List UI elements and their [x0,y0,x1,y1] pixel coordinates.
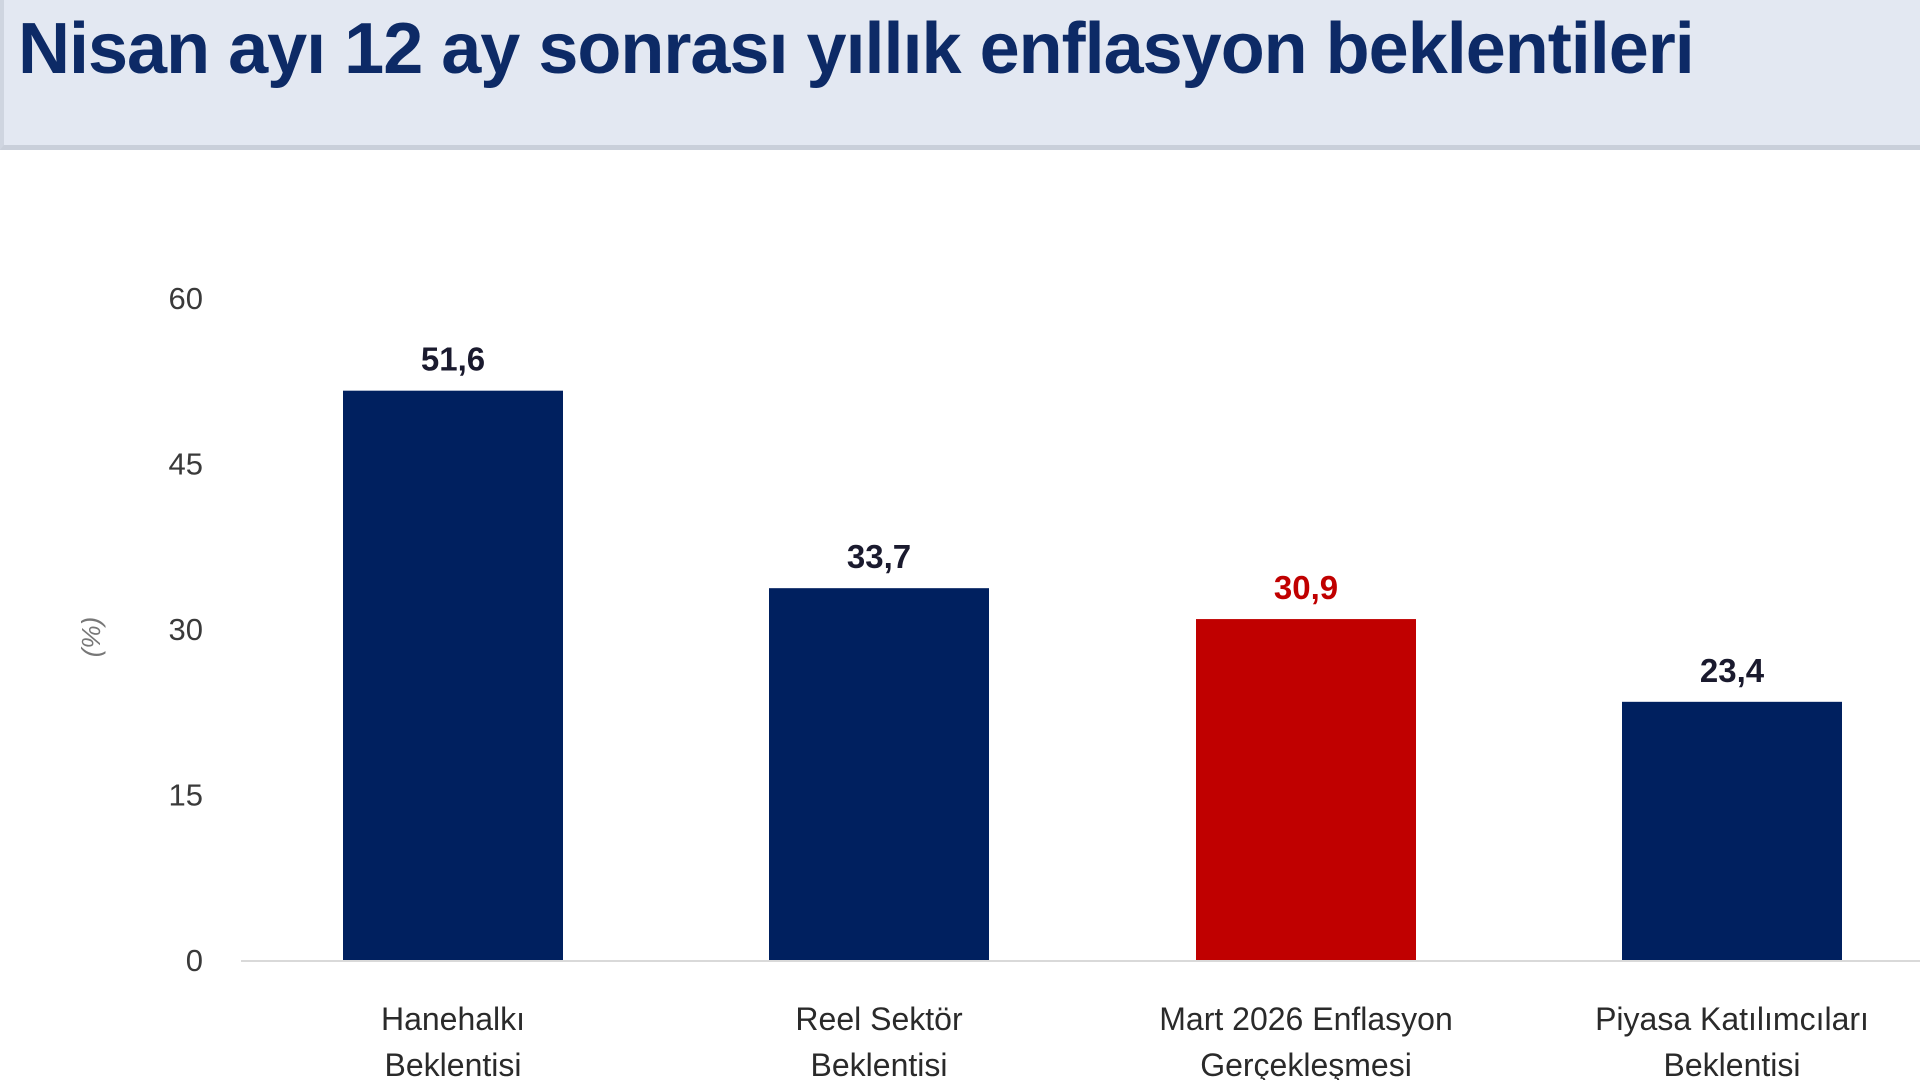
y-axis-label: (%) [76,617,106,657]
x-tick-label: Piyasa Katılımcıları [1595,1001,1869,1037]
data-label: 51,6 [421,341,485,378]
title-bar: Nisan ayı 12 ay sonrası yıllık enflasyon… [0,0,1920,150]
x-tick-label: Hanehalkı [381,1001,525,1037]
bar [1196,619,1416,960]
y-tick-label: 45 [169,447,203,482]
y-tick-label: 60 [169,281,203,316]
data-label: 33,7 [847,538,911,575]
x-tick-label: Mart 2026 Enflasyon [1159,1001,1453,1037]
y-tick-label: 30 [169,612,203,647]
data-label: 23,4 [1700,652,1765,689]
x-tick-label: Reel Sektör [795,1001,963,1037]
y-tick-label: 0 [186,943,203,978]
x-tick-label: Gerçekleşmesi [1200,1047,1412,1080]
data-label: 30,9 [1274,569,1338,606]
x-tick-label: Beklentisi [385,1047,522,1080]
bar [343,390,563,960]
bar [769,588,989,960]
x-tick-label: Beklentisi [811,1047,948,1080]
x-tick-label: Beklentisi [1664,1047,1801,1080]
bar [1622,701,1842,960]
chart-title: Nisan ayı 12 ay sonrası yıllık enflasyon… [18,9,1695,89]
y-tick-label: 15 [169,778,203,813]
